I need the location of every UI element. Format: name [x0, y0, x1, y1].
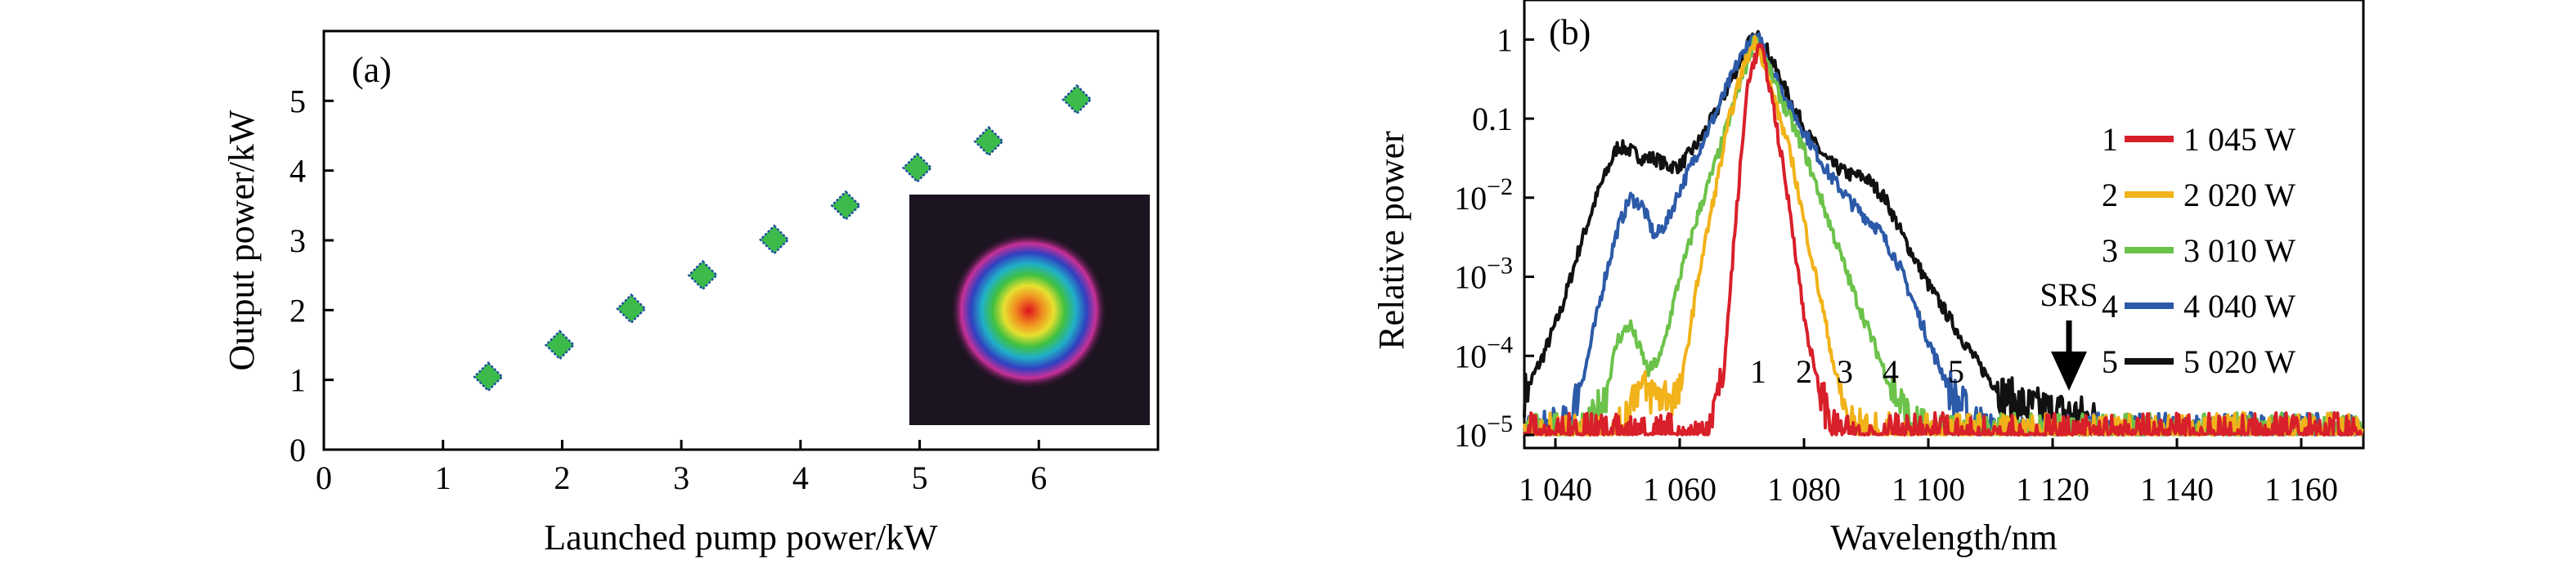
- legend-number: 5: [2102, 343, 2118, 380]
- x-tick-label-b: 1 140: [2140, 471, 2214, 508]
- panel-b: 1 040 1 060 1 080 1 100 1 120 1 140 1 160 1 0.1…: [1371, 0, 2365, 558]
- data-point: [473, 361, 504, 392]
- panel-label-a: (a): [352, 50, 392, 90]
- beam-profile-inset: [909, 195, 1150, 425]
- y-tick-label-b: 10−4: [1454, 331, 1513, 374]
- x-ticks-a: 0 1 2 3 4 5 6: [316, 440, 1047, 496]
- legend: 1 1 045 W 2 2 020 W 3 3 010 W 4 4 040 W 5 5 020 W: [2102, 121, 2296, 380]
- curve-number-1: 1: [1750, 353, 1766, 390]
- data-point: [901, 152, 933, 184]
- legend-label: 1 045 W: [2183, 121, 2296, 158]
- x-axis-label-a: Launched pump power/kW: [544, 517, 938, 558]
- x-tick-label-a: 6: [1030, 459, 1047, 496]
- y-ticks-b: 1 0.1 10−2 10−3 10−4 10−5: [1454, 21, 1534, 454]
- data-point: [973, 126, 1004, 157]
- x-axis-label-b: Wavelength/nm: [1830, 517, 2058, 558]
- curve-number-5: 5: [1948, 353, 1964, 390]
- curve-number-3: 3: [1837, 353, 1853, 390]
- srs-annotation: SRS: [2040, 276, 2098, 391]
- y-tick-label-a: 0: [289, 432, 306, 468]
- srs-label: SRS: [2040, 276, 2098, 313]
- y-ticks-a: 0 1 2 3 4 5: [289, 83, 334, 468]
- x-tick-label-b: 1 120: [2016, 471, 2089, 508]
- srs-arrow-head: [2051, 352, 2087, 391]
- x-tick-label-a: 3: [673, 459, 689, 496]
- legend-label: 4 040 W: [2183, 288, 2296, 325]
- y-tick-label-a: 5: [289, 83, 306, 119]
- data-point: [759, 224, 790, 255]
- legend-number: 4: [2102, 288, 2118, 325]
- data-point: [1061, 83, 1093, 115]
- legend-number: 2: [2102, 177, 2118, 213]
- curve-number-labels: 1 2 3 4 5: [1750, 353, 1964, 390]
- x-tick-label-b: 1 080: [1767, 471, 1841, 508]
- legend-number: 3: [2102, 232, 2118, 269]
- data-point: [616, 293, 647, 325]
- plot-frame-b: [1523, 0, 2365, 450]
- x-ticks-b: 1 040 1 060 1 080 1 100 1 120 1 140 1 160: [1519, 438, 2338, 508]
- y-axis-label-a: Output power/kW: [222, 110, 262, 370]
- x-tick-label-b: 1 040: [1519, 471, 1592, 508]
- y-tick-label-b: 0.1: [1472, 101, 1513, 137]
- x-tick-label-a: 4: [792, 459, 809, 496]
- data-point: [544, 329, 576, 361]
- panel-a: 0 1 2 3 4 5 6 0 1 2 3 4 5 (a) Launched pump power/k…: [222, 29, 1160, 558]
- y-tick-label-b: 10−3: [1454, 253, 1513, 296]
- spectrum-curve-5: [1523, 29, 2115, 437]
- legend-label: 2 020 W: [2183, 177, 2296, 213]
- data-point: [687, 259, 719, 291]
- spectrum-curve-2: [1523, 34, 2364, 437]
- x-tick-label-b: 1 060: [1643, 471, 1717, 508]
- x-tick-label-b: 1 160: [2264, 471, 2338, 508]
- data-points-a: [473, 83, 1093, 392]
- x-tick-label-a: 0: [316, 459, 332, 496]
- y-tick-label-b: 10−5: [1454, 410, 1513, 454]
- panel-label-b: (b): [1549, 12, 1591, 52]
- x-tick-label-a: 5: [912, 459, 928, 496]
- beam-spot: [950, 232, 1107, 389]
- y-tick-label-a: 4: [289, 153, 306, 190]
- curve-number-2: 2: [1796, 353, 1812, 390]
- data-point: [830, 190, 861, 222]
- spectrum-curve-1: [1523, 43, 2364, 437]
- y-axis-label-b: Relative power: [1371, 131, 1411, 350]
- y-tick-label-b: 10−2: [1454, 173, 1513, 217]
- y-tick-label-a: 2: [289, 292, 306, 329]
- y-tick-label-a: 3: [289, 222, 306, 259]
- legend-label: 3 010 W: [2183, 232, 2296, 269]
- legend-label: 5 020 W: [2183, 343, 2296, 380]
- curve-number-4: 4: [1883, 353, 1899, 390]
- y-tick-label-b: 1: [1497, 21, 1513, 58]
- x-tick-label-b: 1 100: [1892, 471, 1965, 508]
- legend-number: 1: [2102, 121, 2118, 158]
- spectra-curves: [1523, 29, 2364, 437]
- x-tick-label-a: 1: [435, 459, 451, 496]
- x-tick-label-a: 2: [554, 459, 570, 496]
- y-tick-label-a: 1: [289, 362, 306, 399]
